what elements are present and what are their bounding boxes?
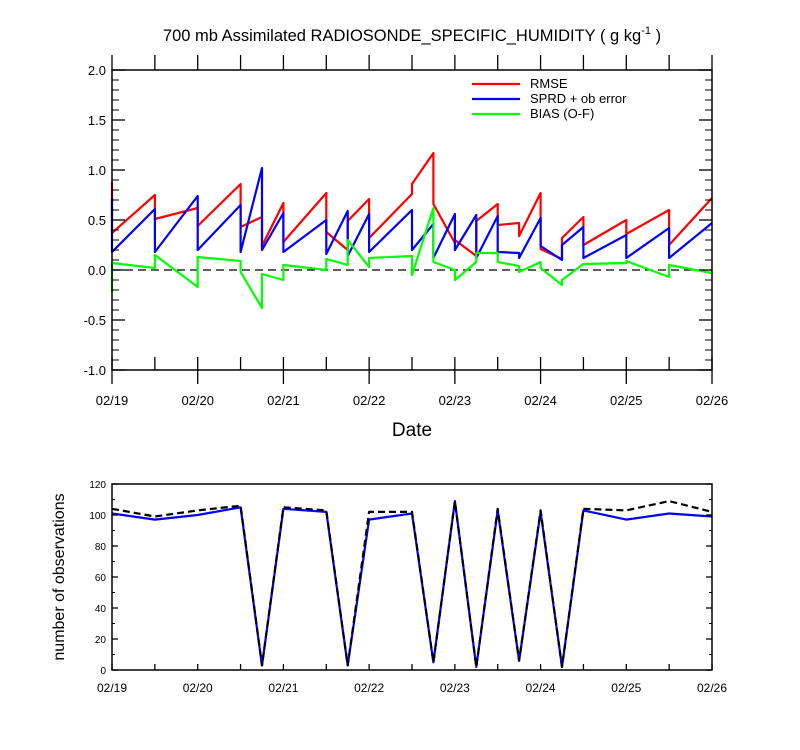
series-line-bias-o-f — [110, 206, 713, 310]
y-tick-label: 1.0 — [88, 163, 106, 178]
top-chart-y-tick-labels: -1.0 -0.5 0.0 0.5 1.0 1.5 2.0 — [84, 63, 106, 378]
x-tick-label: 02/24 — [524, 393, 557, 408]
y-tick-label: -1.0 — [84, 363, 106, 378]
x-tick-label: 02/20 — [183, 681, 213, 695]
legend-label: BIAS (O-F) — [530, 106, 594, 121]
x-tick-label: 02/19 — [96, 393, 129, 408]
top-chart-x-tick-labels: 02/19 02/20 02/21 02/22 02/23 02/24 02/25 02/26 — [96, 393, 729, 408]
bottom-chart-y-tick-labels: 0 20 40 60 80 100 120 — [89, 480, 106, 677]
bottom-chart-ticks — [111, 483, 713, 671]
bottom-chart-x-tick-labels: 02/19 02/20 02/21 02/22 02/23 02/24 02/25 02/26 — [97, 681, 727, 695]
y-tick-label: 0.0 — [88, 263, 106, 278]
x-tick-label: 02/19 — [97, 681, 127, 695]
x-tick-label: 02/22 — [353, 393, 386, 408]
x-tick-label: 02/24 — [526, 681, 556, 695]
top-chart-ticks — [111, 55, 713, 384]
y-tick-label: 1.5 — [88, 113, 106, 128]
y-tick-label: 0 — [100, 666, 106, 677]
y-tick-label: 0.5 — [88, 213, 106, 228]
y-tick-label: 60 — [95, 573, 107, 584]
y-tick-label: 40 — [95, 604, 107, 615]
top-chart-title: 700 mb Assimilated RADIOSONDE_SPECIFIC_H… — [163, 25, 661, 45]
x-tick-label: 02/20 — [181, 393, 214, 408]
x-tick-label: 02/25 — [610, 393, 643, 408]
legend-label: SPRD + ob error — [530, 91, 627, 106]
bottom-chart-series — [111, 500, 713, 669]
title-superscript: -1 — [641, 25, 651, 37]
x-tick-label: 02/22 — [354, 681, 384, 695]
y-tick-label: 80 — [95, 542, 107, 553]
top-chart-x-axis-label: Date — [392, 420, 432, 441]
y-tick-label: 100 — [89, 511, 106, 522]
x-tick-label: 02/21 — [267, 393, 300, 408]
y-tick-label: -0.5 — [84, 313, 106, 328]
x-tick-label: 02/23 — [439, 393, 472, 408]
y-tick-label: 120 — [89, 480, 106, 491]
title-main: 700 mb Assimilated RADIOSONDE_SPECIFIC_H… — [163, 27, 641, 45]
x-tick-label: 02/23 — [440, 681, 470, 695]
x-tick-label: 02/21 — [268, 681, 298, 695]
x-tick-label: 02/25 — [611, 681, 641, 695]
x-tick-label: 02/26 — [696, 393, 729, 408]
bottom-chart-y-axis-label: number of observations — [51, 493, 68, 660]
y-tick-label: 20 — [95, 635, 107, 646]
series-line-possible — [111, 500, 713, 669]
x-tick-label: 02/26 — [697, 681, 727, 695]
y-tick-label: 2.0 — [88, 63, 106, 78]
legend-label: RMSE — [530, 76, 568, 91]
title-end: ) — [651, 27, 661, 45]
top-chart-series — [110, 151, 713, 310]
